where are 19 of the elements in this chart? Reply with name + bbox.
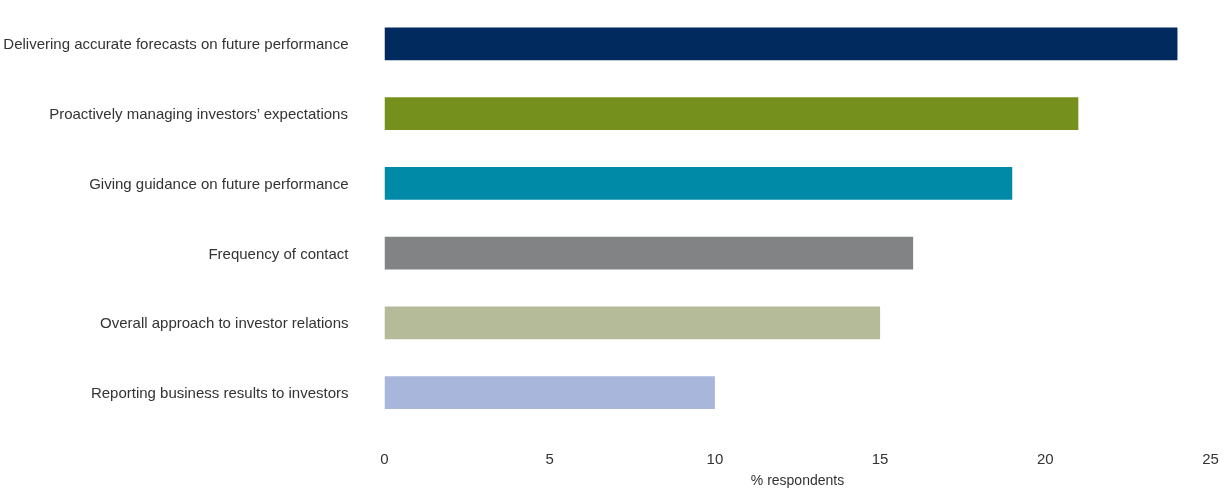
x-tick-label: 15 <box>871 449 889 467</box>
y-tick-label: Overall approach to investor relations <box>100 314 349 332</box>
x-axis-title: % respondents <box>750 471 845 488</box>
bar <box>384 27 1178 61</box>
y-tick-label: Delivering accurate forecasts on future performance <box>3 35 349 53</box>
bar <box>384 376 715 410</box>
x-tick-label: 20 <box>1036 449 1054 467</box>
x-tick-label: 5 <box>545 449 554 467</box>
y-tick-label: Frequency of contact <box>208 244 350 262</box>
bar <box>384 236 914 270</box>
x-tick-label: 0 <box>380 449 389 467</box>
bar <box>384 97 1079 131</box>
y-tick-label: Proactively managing investors’ expectations <box>49 105 348 123</box>
y-tick-label: Giving guidance on future performance <box>89 174 349 192</box>
y-tick-label: Reporting business results to investors <box>90 384 349 402</box>
bar <box>384 166 1013 200</box>
x-tick-label: 10 <box>706 449 724 467</box>
x-tick-label: 25 <box>1202 449 1219 467</box>
bar <box>384 306 881 340</box>
